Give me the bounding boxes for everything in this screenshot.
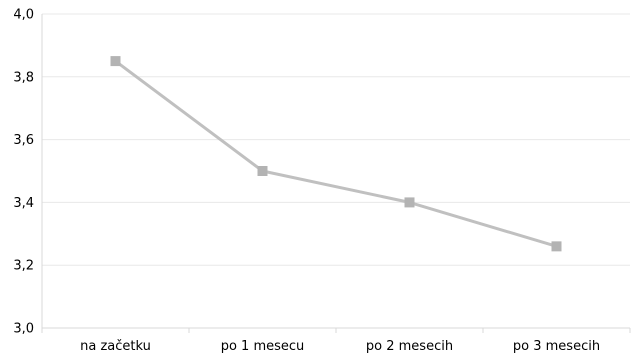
- y-tick-label: 3,6: [13, 133, 34, 148]
- y-tick-labels: 3,0 3,2 3,4 3,6 3,8 4,0: [13, 8, 34, 337]
- axes: [41, 14, 631, 333]
- y-tick-label: 3,8: [13, 70, 34, 85]
- y-tick-label: 4,0: [13, 8, 34, 23]
- grid-lines: [42, 13, 630, 266]
- data-point-marker: [257, 166, 268, 176]
- data-point-marker: [110, 56, 121, 67]
- data-point-marker: [404, 197, 415, 208]
- y-tick-label: 3,4: [13, 196, 34, 211]
- series-line: [114, 59, 557, 248]
- x-tick-label: po 1 mesecu: [221, 339, 305, 354]
- x-tick-label: po 2 mesecih: [366, 339, 453, 354]
- data-series: [110, 56, 562, 252]
- y-tick-label: 3,2: [13, 259, 34, 274]
- x-tick-label: na začetku: [80, 339, 151, 354]
- x-tick-labels: na začetku po 1 mesecu po 2 mesecih po 3 me…: [80, 339, 600, 354]
- y-tick-label: 3,0: [13, 322, 34, 337]
- data-point-marker: [551, 241, 562, 252]
- x-tick-label: po 3 mesecih: [513, 339, 600, 354]
